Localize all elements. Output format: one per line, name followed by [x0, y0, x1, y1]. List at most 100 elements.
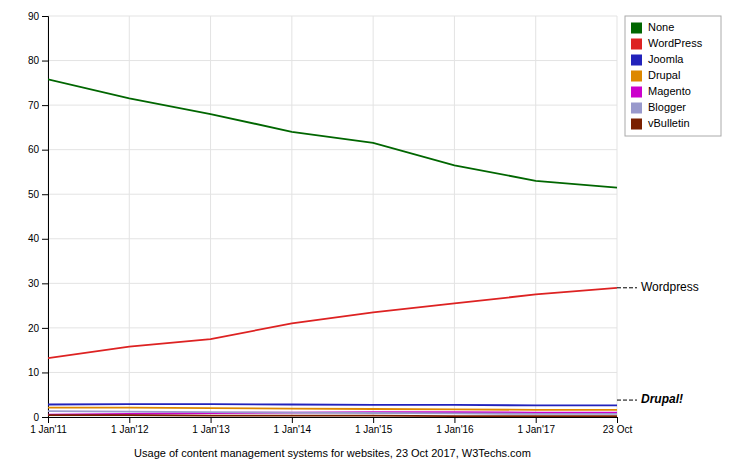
legend-label: Magento [648, 85, 691, 97]
tick-mark [42, 372, 48, 373]
y-tick-label: 40 [28, 233, 40, 244]
grid-line [48, 60, 617, 61]
x-tick: 1 Jan'15 [355, 417, 393, 435]
axis-line [49, 418, 618, 424]
x-tick: 1 Jan'13 [192, 417, 230, 435]
y-tick: 10 [28, 367, 48, 378]
tick-mark [42, 194, 48, 195]
annotation-line [617, 287, 637, 288]
legend-entry: vBulletin [631, 117, 690, 130]
annotation-line [617, 400, 637, 401]
y-tick-label: 70 [28, 100, 40, 111]
grid-line [291, 16, 292, 417]
y-tick: 30 [28, 278, 48, 289]
chart: 1 Jan'11 1 Jan'12 1 Jan'13 1 Jan'14 1 Jan'15… [0, 0, 742, 469]
x-tick: 1 Jan'17 [517, 417, 555, 435]
grid-line [48, 16, 617, 17]
x-tick-label: 1 Jan'11 [30, 424, 67, 435]
tick-mark [42, 61, 48, 62]
annotation: Wordpress [641, 280, 699, 294]
tick-mark [617, 417, 618, 423]
grid-line [454, 16, 455, 417]
axis-line [42, 17, 49, 418]
tick-mark [42, 150, 48, 151]
series-line [48, 288, 617, 358]
x-tick-label: 1 Jan'15 [355, 424, 393, 435]
legend-swatch [631, 103, 642, 114]
annotation: Drupal! [641, 392, 683, 406]
y-tick-label: 60 [28, 144, 40, 155]
legend-entry: Blogger [631, 101, 686, 114]
x-tick: 1 Jan'12 [111, 417, 149, 435]
tick-mark [129, 417, 130, 423]
x-tick: 23 Oct [603, 417, 633, 435]
y-tick: 40 [28, 233, 48, 244]
y-tick: 70 [28, 100, 48, 111]
grid-line [129, 16, 130, 417]
grid-line [210, 16, 211, 417]
y-tick: 0 [33, 412, 48, 423]
legend: None WordPress Joomla Drupal Magento Blogger v… [625, 16, 721, 136]
y-tick: 80 [28, 55, 48, 66]
x-tick-label: 1 Jan'14 [274, 424, 312, 435]
lines [48, 79, 617, 416]
tick-mark [42, 283, 48, 284]
legend-entry: Joomla [631, 53, 684, 66]
series-line [48, 414, 617, 417]
grid-line [48, 327, 617, 328]
x-axis-label: Usage of content management systems for … [134, 447, 531, 459]
legend-label: None [648, 21, 674, 33]
y-tick-label: 30 [28, 278, 40, 289]
grid-line [48, 194, 617, 195]
grid [48, 16, 617, 417]
legend-label: Blogger [648, 101, 686, 113]
legend-swatch [631, 55, 642, 66]
y-tick-label: 0 [33, 412, 39, 423]
tick-mark [211, 417, 212, 423]
y-tick: 90 [28, 11, 48, 22]
grid-line [617, 16, 618, 417]
y-tick-label: 10 [28, 367, 40, 378]
y-tick-label: 90 [28, 11, 40, 22]
x-tick: 1 Jan'14 [274, 417, 312, 435]
tick-mark [373, 417, 374, 423]
x-tick-label: 23 Oct [603, 424, 633, 435]
tick-mark [454, 417, 455, 423]
grid-line [48, 105, 617, 106]
x-tick-label: 1 Jan'13 [192, 424, 230, 435]
tick-mark [42, 328, 48, 329]
legend-entry: WordPress [631, 37, 703, 50]
grid-line [373, 16, 374, 417]
tick-mark [42, 239, 48, 240]
grid-line [48, 372, 617, 373]
y-tick-label: 50 [28, 189, 40, 200]
grid-line [48, 149, 617, 150]
tick-mark [42, 16, 48, 17]
legend-entry: Drupal [631, 69, 680, 82]
legend-swatch [631, 119, 642, 130]
x-tick-label: 1 Jan'16 [436, 424, 474, 435]
tick-mark [42, 105, 48, 106]
legend-swatch [631, 71, 642, 82]
x-tick-label: 1 Jan'17 [517, 424, 555, 435]
plot: 1 Jan'11 1 Jan'12 1 Jan'13 1 Jan'14 1 Jan'15… [28, 11, 721, 459]
series-line [48, 79, 617, 187]
legend-swatch [631, 39, 642, 50]
legend-label: Joomla [648, 53, 684, 65]
grid-line [48, 283, 617, 284]
grid-line [535, 16, 536, 417]
y-axis: 0 10 20 30 40 50 60 70 80 90 [28, 11, 49, 423]
series-line [48, 408, 617, 410]
legend-swatch [631, 87, 642, 98]
x-tick-label: 1 Jan'12 [111, 424, 149, 435]
y-tick: 60 [28, 144, 48, 155]
tick-mark [536, 417, 537, 423]
x-tick: 1 Jan'16 [436, 417, 474, 435]
grid-line [48, 238, 617, 239]
y-tick: 50 [28, 189, 48, 200]
y-tick-label: 20 [28, 323, 40, 334]
legend-label: vBulletin [648, 117, 690, 129]
y-tick-label: 80 [28, 55, 40, 66]
legend-label: Drupal [648, 69, 680, 81]
legend-entry: Magento [631, 85, 691, 98]
